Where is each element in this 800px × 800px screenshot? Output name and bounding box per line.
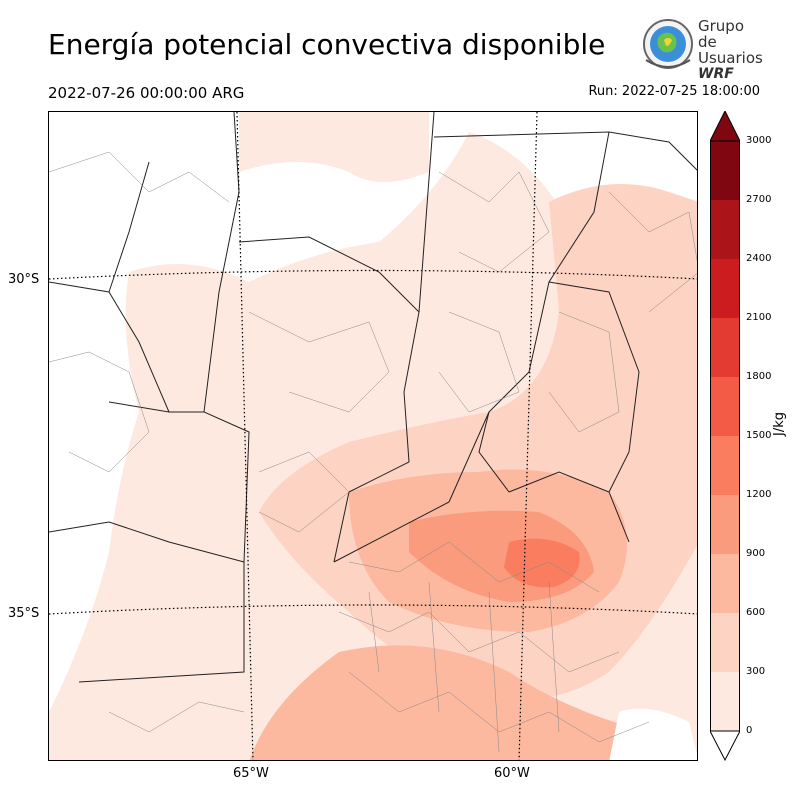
logo-line2: Usuarios [698, 49, 763, 67]
colorbar-tick-label: 900 [746, 548, 766, 559]
lon-label-65w: 65°W [233, 766, 269, 781]
map-canvas[interactable] [49, 112, 698, 761]
colorbar-extend-max [710, 111, 740, 142]
cape-shading [49, 112, 697, 760]
colorbar-segment [710, 436, 740, 495]
colorbar-extend-min [710, 730, 740, 761]
logo-line1: Grupo de [698, 17, 744, 51]
colorbar-tick-label: 0 [746, 725, 753, 736]
department-boundaries [49, 151, 697, 753]
lat-label-35s: 35°S [8, 606, 40, 621]
colorbar-segment [710, 672, 740, 731]
colorbar-tick-label: 300 [746, 666, 766, 677]
colorbar-segment [710, 259, 740, 318]
colorbar-segment [710, 495, 740, 554]
lat-label-30s: 30°S [8, 272, 40, 287]
colorbar-tick-label: 1200 [746, 489, 772, 500]
colorbar-tick-label: 2100 [746, 312, 772, 323]
colorbar-segment [710, 141, 740, 200]
cape-map[interactable] [48, 111, 698, 761]
colorbar-tick-label: 3000 [746, 135, 772, 146]
lon-label-60w: 60°W [494, 766, 530, 781]
colorbar-tick-label: 2700 [746, 194, 772, 205]
map-title: Energía potencial convectiva disponible [48, 28, 606, 61]
colorbar-units: J/kg [772, 412, 787, 436]
province-boundaries [49, 112, 697, 683]
colorbar-segment [710, 613, 740, 672]
colorbar-frame [710, 140, 740, 732]
graticule [49, 112, 697, 760]
colorbar-segment [710, 200, 740, 259]
valid-time: 2022-07-26 00:00:00 ARG [48, 84, 245, 102]
logo-text: Grupo de Usuarios WRF [698, 18, 763, 82]
globe-icon [643, 19, 693, 69]
colorbar-tick-label: 600 [746, 607, 766, 618]
colorbar-segment [710, 377, 740, 436]
colorbar-segment [710, 554, 740, 613]
colorbar-tick-label: 1800 [746, 371, 772, 382]
colorbar [710, 111, 740, 761]
colorbar-segment [710, 318, 740, 377]
grupo-usuarios-wrf-logo: Grupo de Usuarios WRF [640, 16, 763, 82]
logo-line3: WRF [698, 66, 734, 82]
colorbar-tick-label: 1500 [746, 430, 772, 441]
colorbar-tick-label: 2400 [746, 253, 772, 264]
run-time: Run: 2022-07-25 18:00:00 [588, 84, 760, 99]
